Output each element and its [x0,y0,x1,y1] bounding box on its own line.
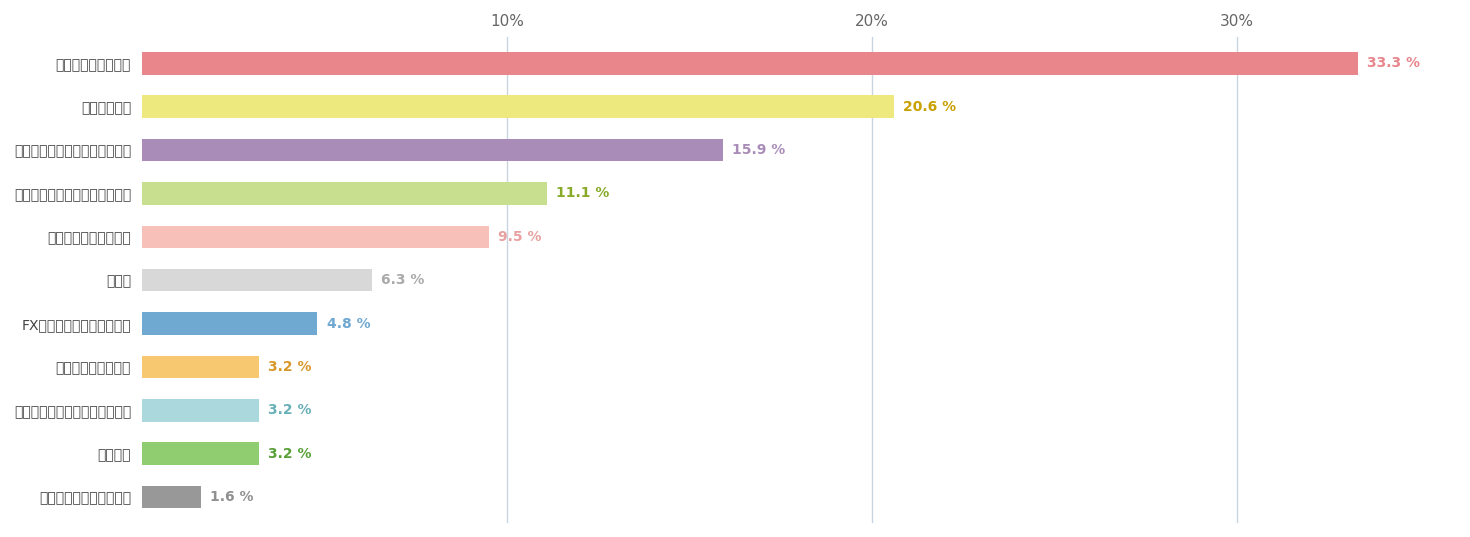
Text: 4.8 %: 4.8 % [326,316,370,331]
Bar [143,355,259,378]
Bar [143,52,1358,75]
Bar [143,399,259,422]
Text: 9.5 %: 9.5 % [498,230,541,244]
Text: 15.9 %: 15.9 % [732,143,785,157]
Text: 3.2 %: 3.2 % [268,403,312,417]
Bar [143,182,547,205]
Bar [143,313,318,335]
Text: 11.1 %: 11.1 % [557,186,610,200]
Text: 3.2 %: 3.2 % [268,447,312,461]
Bar [143,442,259,465]
Bar [143,226,490,248]
Text: 3.2 %: 3.2 % [268,360,312,374]
Bar [143,269,372,292]
Bar [143,96,894,118]
Bar [143,486,200,509]
Text: 6.3 %: 6.3 % [381,273,425,287]
Text: 20.6 %: 20.6 % [903,100,957,114]
Text: 1.6 %: 1.6 % [210,490,253,504]
Text: 33.3 %: 33.3 % [1367,56,1420,70]
Bar [143,139,723,161]
